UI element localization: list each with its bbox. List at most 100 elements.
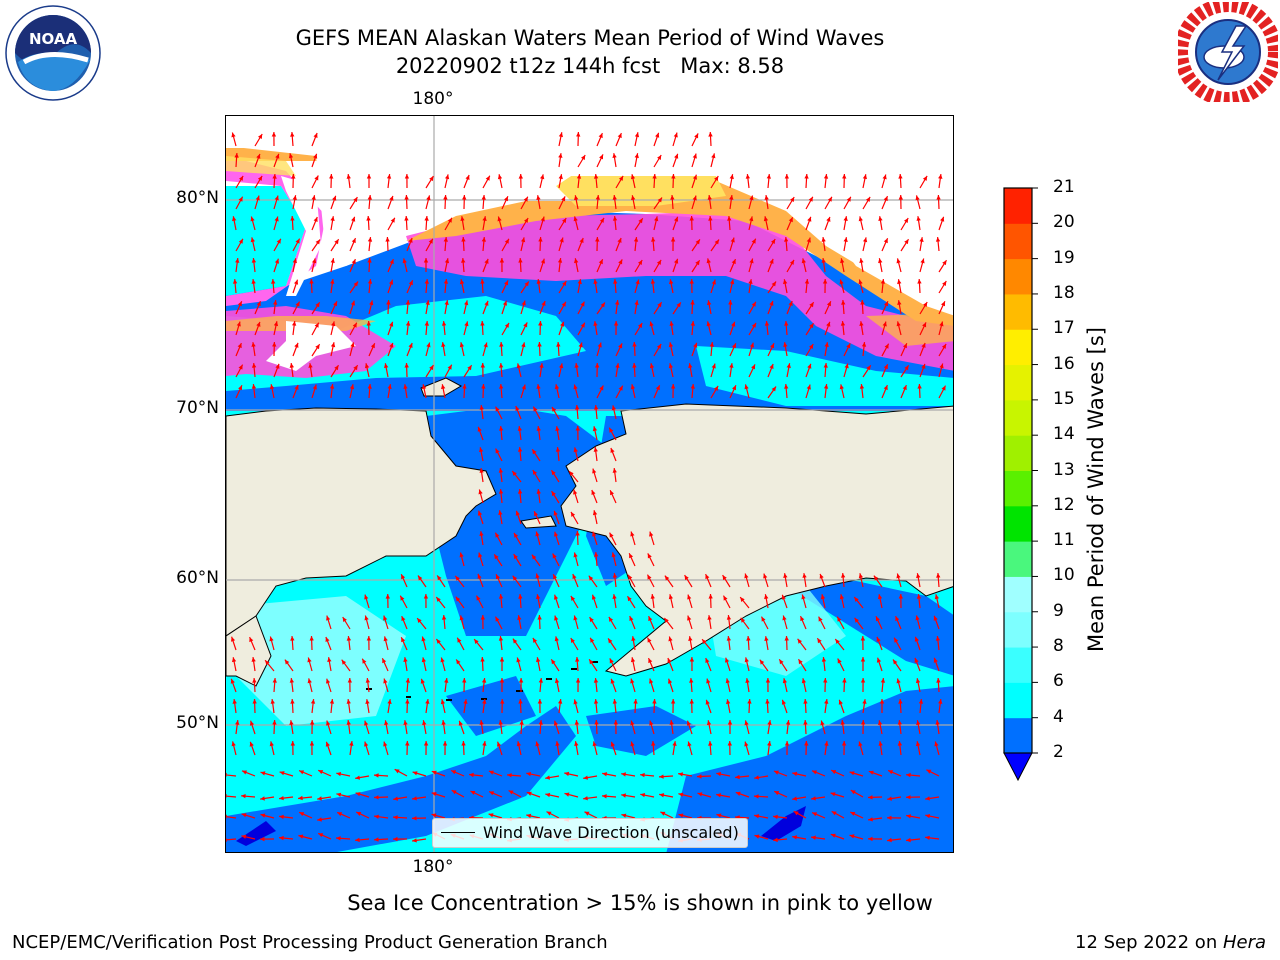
wind-wave-arrow-head (329, 174, 334, 179)
wind-wave-arrow-head (467, 365, 472, 371)
land-alaska (560, 403, 953, 677)
wind-wave-arrow-head (621, 813, 627, 818)
colorbar-block (1004, 611, 1032, 648)
wind-wave-arrow-head (480, 615, 485, 620)
wind-wave-arrow-head (767, 720, 772, 725)
wind-wave-arrow-head (536, 384, 541, 389)
wind-wave-arrow-head (708, 741, 713, 746)
wind-wave-arrow-head (600, 302, 605, 308)
wind-wave-arrow-head (921, 343, 926, 348)
wind-wave-arrow-head (238, 364, 243, 370)
wind-wave-arrow-head (393, 836, 398, 842)
wind-wave-arrow-head (312, 384, 317, 390)
wind-wave-arrow-head (495, 616, 500, 622)
wind-wave-arrow-head (824, 741, 829, 746)
wind-wave-arrow-head (249, 741, 254, 747)
arctic-ocean-cyan-2 (226, 186, 306, 296)
wind-wave-arrow-head (592, 468, 597, 474)
wind-wave-arrow-head (684, 575, 689, 581)
wind-wave-arrow-head (744, 573, 749, 579)
wind-wave-arrow-head (536, 426, 541, 431)
wind-wave-arrow-head (735, 774, 740, 780)
wind-wave-arrow-head (251, 258, 257, 263)
wind-wave-arrow-head (558, 153, 563, 158)
wind-wave-arrow-head (570, 638, 575, 643)
wind-wave-arrow-head (754, 834, 760, 839)
wind-wave-arrow-head (508, 790, 514, 795)
wind-wave-arrow-head (745, 678, 750, 683)
wind-wave-arrow-head (705, 699, 710, 705)
wind-wave-arrow-head (226, 794, 227, 799)
wind-wave-arrow-head (237, 301, 242, 307)
wind-wave-arrow-head (436, 597, 441, 602)
wind-wave-arrow-head (480, 657, 485, 662)
wind-wave-arrow-head (598, 133, 603, 139)
wind-wave-arrow-head (260, 813, 266, 818)
wind-wave-arrow-head (732, 385, 736, 391)
wind-wave-arrow-head (451, 790, 457, 795)
wind-wave-arrow-head (512, 638, 518, 644)
wind-wave-arrow-head (294, 342, 299, 348)
wind-wave-arrow-head (309, 636, 314, 641)
wind-wave-arrow-head (500, 699, 505, 704)
wind-wave-arrow-head (664, 618, 669, 623)
wind-wave-arrow-head (241, 794, 246, 799)
wind-wave-arrow-head (640, 793, 646, 798)
wind-wave-arrow-head (584, 811, 590, 816)
wind-wave-arrow-head (706, 321, 711, 327)
wind-wave-arrow-head (611, 552, 616, 558)
wind-wave-arrow-head (654, 216, 659, 222)
wind-wave-arrow-head (649, 531, 654, 537)
wind-wave-arrow-head (538, 237, 543, 242)
wind-wave-arrow-head (634, 153, 639, 159)
wind-wave-arrow-head (572, 574, 577, 579)
wind-wave-arrow-head (597, 342, 602, 348)
wind-wave-arrow-head (898, 699, 903, 704)
wind-wave-arrow-head (598, 259, 603, 265)
wind-wave-arrow-head (678, 792, 684, 797)
wind-wave-arrow-head (785, 720, 791, 725)
wind-wave-arrow-head (464, 300, 469, 306)
wind-wave-arrow-head (781, 594, 786, 600)
wind-wave-arrow-head (649, 363, 655, 369)
colorbar-block (1004, 435, 1032, 471)
wind-wave-arrow-head (612, 573, 618, 578)
wind-wave-arrow-head (351, 216, 356, 222)
wind-wave-arrow-head (673, 132, 678, 138)
wind-wave-arrow-head (830, 792, 836, 797)
wind-wave-arrow-head (706, 258, 711, 264)
wind-wave-arrow-head (835, 639, 840, 644)
wind-wave-arrow-head (823, 384, 829, 389)
wind-wave-arrow-head (538, 678, 543, 683)
wind-wave-arrow-head (362, 658, 367, 664)
wind-wave-arrow-head (690, 321, 695, 326)
wind-wave-arrow-head (923, 302, 928, 307)
wind-wave-arrow-head (532, 449, 537, 455)
wind-wave-arrow-head (906, 772, 911, 778)
wind-wave-arrow-head (279, 796, 284, 801)
wind-wave-arrow-head (353, 365, 358, 371)
wind-wave-arrow-head (595, 363, 600, 368)
wind-wave-arrow-head (462, 195, 467, 200)
wind-wave-arrow-head (260, 836, 265, 842)
wind-wave-arrow-head (314, 175, 319, 181)
wind-wave-arrow-head (706, 678, 711, 684)
wind-wave-arrow-head (722, 575, 727, 581)
wind-wave-arrow-head (479, 531, 484, 536)
wind-wave-arrow-head (546, 811, 552, 816)
wind-wave-arrow-head (461, 741, 466, 746)
wind-wave-arrow-head (436, 639, 441, 644)
legend-line-swatch (441, 832, 475, 833)
wind-wave-arrow-head (830, 833, 836, 838)
wind-wave-arrow-head (925, 814, 931, 819)
wind-wave-arrow-head (369, 300, 374, 306)
wind-wave-arrow-head (841, 741, 847, 746)
wind-wave-arrow-head (412, 796, 417, 801)
wind-wave-arrow-head (670, 237, 676, 242)
wind-wave-arrow-head (764, 594, 769, 600)
wind-wave-arrow-head (575, 657, 580, 662)
wind-wave-arrow-head (387, 384, 392, 389)
wind-wave-arrow-head (573, 447, 578, 453)
wind-wave-arrow-head (504, 280, 508, 286)
wind-wave-arrow-head (674, 153, 679, 159)
